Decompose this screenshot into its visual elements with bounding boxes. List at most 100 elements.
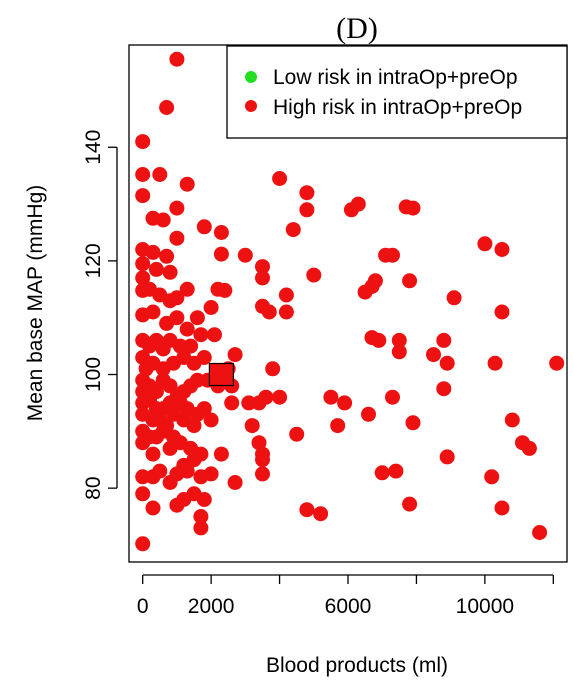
data-point xyxy=(388,463,404,479)
data-point xyxy=(391,332,407,348)
data-point xyxy=(196,492,212,507)
chart-title: (D) xyxy=(336,12,378,45)
data-point xyxy=(374,465,390,481)
data-point xyxy=(189,372,205,388)
data-point xyxy=(484,469,500,485)
data-point xyxy=(224,395,240,411)
data-point xyxy=(285,222,301,238)
highlight-square-marker xyxy=(208,362,234,387)
data-point xyxy=(439,449,455,465)
data-point xyxy=(172,338,188,354)
data-point xyxy=(405,415,421,431)
x-tick-label: 2000 xyxy=(188,595,235,618)
data-point xyxy=(135,270,151,286)
data-point xyxy=(439,355,455,371)
data-point xyxy=(299,502,315,518)
data-point xyxy=(261,304,277,320)
data-point xyxy=(494,304,510,320)
y-tick-label: 80 xyxy=(82,476,105,499)
data-point xyxy=(521,440,537,456)
data-point xyxy=(169,51,185,67)
data-point xyxy=(159,248,175,264)
data-point xyxy=(402,496,418,512)
data-point xyxy=(213,225,229,240)
data-point xyxy=(196,219,212,235)
y-axis: 80 100 120 140 xyxy=(82,130,118,500)
data-point xyxy=(350,196,366,212)
data-point xyxy=(179,321,195,337)
data-point xyxy=(289,426,305,442)
x-axis: 0 2000 6000 10000 xyxy=(137,574,554,618)
data-point xyxy=(145,244,161,260)
data-point xyxy=(385,389,400,405)
y-tick-label: 120 xyxy=(82,243,105,278)
data-point xyxy=(494,242,510,257)
data-point xyxy=(169,230,185,246)
data-point xyxy=(278,287,294,303)
data-point xyxy=(135,167,151,182)
data-point xyxy=(169,200,185,216)
data-point xyxy=(391,344,407,360)
data-point xyxy=(135,256,151,272)
data-point xyxy=(255,466,270,482)
data-point xyxy=(337,395,353,411)
data-point xyxy=(446,290,462,306)
data-point xyxy=(323,389,339,405)
plot-frame xyxy=(128,44,568,563)
data-point xyxy=(203,300,219,315)
data-point xyxy=(477,236,493,252)
data-point xyxy=(203,412,219,428)
data-point xyxy=(135,469,151,485)
data-point xyxy=(504,412,520,428)
data-point xyxy=(186,452,202,468)
data-point xyxy=(361,406,376,422)
x-tick-label: 6000 xyxy=(325,595,372,618)
data-point xyxy=(145,304,161,320)
data-point xyxy=(436,332,452,348)
data-point xyxy=(299,185,315,201)
data-point xyxy=(145,446,161,462)
data-point xyxy=(135,486,151,502)
data-point xyxy=(203,466,219,482)
data-point xyxy=(135,435,151,451)
legend-marker-low-risk xyxy=(245,71,257,83)
data-point xyxy=(193,509,209,524)
data-point xyxy=(169,290,185,306)
data-point xyxy=(436,381,452,397)
data-point xyxy=(213,446,229,462)
data-point xyxy=(251,435,267,451)
data-point xyxy=(193,327,209,343)
data-point xyxy=(152,167,168,182)
legend-box xyxy=(226,45,568,139)
x-axis-label: Blood products (ml) xyxy=(266,654,448,677)
legend-label-low-risk: Low risk in intraOp+preOp xyxy=(273,66,518,89)
data-point xyxy=(183,338,199,354)
data-point xyxy=(306,267,322,283)
data-point xyxy=(330,418,346,434)
data-point xyxy=(385,247,400,263)
data-point xyxy=(371,332,387,348)
data-point xyxy=(272,389,288,405)
data-point xyxy=(152,463,168,479)
data-point xyxy=(169,497,185,513)
data-point xyxy=(367,273,383,289)
data-point xyxy=(405,200,421,216)
data-point xyxy=(213,246,229,262)
y-tick-label: 140 xyxy=(82,130,105,165)
data-point xyxy=(179,176,195,192)
data-point xyxy=(179,281,195,297)
data-point xyxy=(179,463,195,479)
data-point xyxy=(278,304,294,320)
data-point xyxy=(255,270,270,286)
data-point xyxy=(196,401,212,417)
data-point xyxy=(135,536,151,552)
data-point xyxy=(159,100,175,115)
data-point xyxy=(155,212,171,228)
data-point xyxy=(227,475,243,490)
data-points xyxy=(135,51,565,552)
legend: Low risk in intraOp+preOp High risk in i… xyxy=(226,45,568,139)
data-point xyxy=(193,520,209,536)
data-point xyxy=(162,378,178,394)
data-point xyxy=(265,361,281,377)
